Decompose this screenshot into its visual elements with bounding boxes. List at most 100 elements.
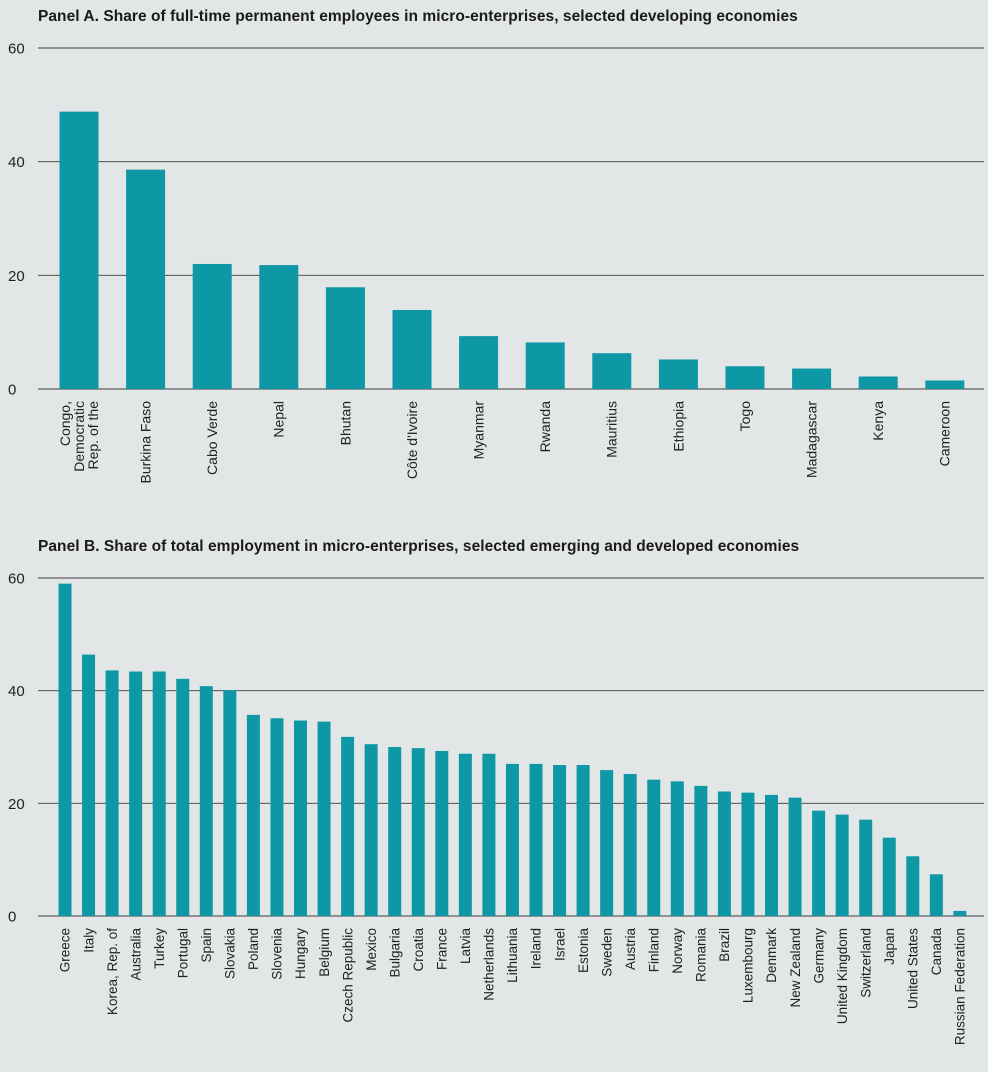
panel-a: Panel A. Share of full-time permanent em… [0,0,988,510]
panel-a-category-label: Côte d'Ivoire [404,401,420,479]
panel-b-category-label: Romania [694,928,709,983]
panel-b-bar [223,690,236,916]
panel-b-bar [765,795,778,916]
panel-b-category-label: Croatia [411,928,426,972]
panel-b-category-label: Netherlands [482,928,497,1001]
panel-b-category-label-line: Belgium [317,928,332,977]
panel-b-category-label: United States [906,928,921,1009]
panel-b-bar [82,655,95,916]
panel-b-bar [741,793,754,916]
panel-a-category-label-line: Ethiopia [670,401,686,452]
panel-b-category-label-line: Estonia [576,928,591,974]
panel-a-bar [326,287,365,389]
panel-b-category-label: Portugal [175,928,190,978]
panel-a-bar [459,336,498,389]
panel-b-category-label-line: Russian Federation [953,928,968,1045]
panel-b-bar [953,911,966,916]
panel-b-bar [883,838,896,916]
panel-b-bar [859,820,872,916]
panel-a-bar [792,369,831,389]
panel-a-category-label-line: Madagascar [804,401,820,478]
panel-b-bar [671,781,684,916]
panel-b-bar [553,765,566,916]
panel-b-category-label: Czech Republic [340,928,355,1023]
panel-b-category-label: Japan [882,928,897,965]
panel-b-category-label: Russian Federation [953,928,968,1045]
panel-b-category-label-line: Portugal [175,928,190,978]
panel-b-category-label-line: New Zealand [788,928,803,1008]
panel-b-category-label: Luxembourg [741,928,756,1003]
panel-a-category-label-line: Côte d'Ivoire [404,401,420,479]
panel-b-category-label: Ireland [529,928,544,969]
panel-b-bar [435,751,448,916]
panel-b-bar [459,754,472,916]
panel-b-bar [341,737,354,916]
panel-b-category-label-line: Sweden [599,928,614,977]
panel-b-category-label-line: Switzerland [858,928,873,998]
panel-b-category-label: Hungary [293,928,308,979]
panel-b-category-label: Poland [246,928,261,970]
panel-b-ytick-label: 0 [8,909,16,926]
panel-b-bar [577,765,590,916]
panel-a-bar [592,353,631,389]
panel-a-category-label: Kenya [870,401,886,441]
panel-a-ytick-label: 40 [8,154,25,171]
panel-b-category-label-line: Mexico [364,928,379,971]
panel-b-bar [365,744,378,916]
panel-b-category-label-line: Canada [929,928,944,976]
panel-b-category-label: Finland [646,928,661,972]
panel-a-bar [393,310,432,389]
panel-b-category-label: New Zealand [788,928,803,1008]
panel-a-ytick-label: 60 [8,41,25,58]
panel-b-bar [176,679,189,916]
panel-a-bar [526,342,565,389]
panel-b-category-label-line: Denmark [764,928,779,983]
panel-b-bar [836,815,849,916]
panel-b-category-label-line: Poland [246,928,261,970]
panel-b-category-label: Belgium [317,928,332,977]
panel-b-bar [789,798,802,916]
panel-b-bar [129,672,142,916]
panel-a-category-label-line: Cabo Verde [204,401,220,475]
panel-b-category-label: Bulgaria [387,928,402,978]
panel-a-ytick-label: 20 [8,268,25,285]
panel-b-bar [906,856,919,916]
panel-b-category-label: Korea, Rep. of [105,928,120,1015]
panel-b-category-label-line: Croatia [411,928,426,972]
panel-b-category-label-line: Norway [670,928,685,974]
panel-a-category-label: Nepal [271,401,287,438]
panel-b-category-label-line: Hungary [293,928,308,979]
panel-a-category-label: Madagascar [804,401,820,478]
panel-b-bar [270,718,283,916]
panel-b-bar [482,754,495,916]
panel-b: Panel B. Share of total employment in mi… [0,530,988,1072]
panel-b-category-label-line: Australia [128,928,143,981]
panel-b-category-label-line: Italy [81,928,96,953]
panel-b-category-label: Slovenia [270,928,285,980]
panel-a-category-label: Burkina Faso [138,401,154,484]
panel-b-category-label: Israel [552,928,567,961]
panel-a-category-label: Bhutan [337,401,353,445]
panel-b-category-label: Greece [58,928,73,972]
panel-b-category-label-line: Romania [694,928,709,983]
panel-b-category-label: Italy [81,928,96,953]
panel-b-category-label: Mexico [364,928,379,971]
panel-b-category-label-line: Netherlands [482,928,497,1001]
panel-b-bar [412,748,425,916]
panel-a-category-label-line: Myanmar [471,401,487,460]
panel-b-category-label: Lithuania [505,928,520,983]
panel-a-category-label-line: Kenya [870,401,886,441]
panel-a-category-label: Ethiopia [670,401,686,452]
panel-a-bar [259,265,298,389]
panel-a-category-label-line: Mauritius [604,401,620,458]
panel-b-bar [694,786,707,916]
panel-b-category-label-line: Korea, Rep. of [105,928,120,1015]
panel-a-category-label-line: Togo [737,401,753,432]
panel-b-category-label-line: Austria [623,928,638,971]
panel-a-category-label: Togo [737,401,753,432]
panel-b-category-label: Austria [623,928,638,971]
panel-b-category-label-line: Finland [646,928,661,972]
panel-b-ytick-label: 40 [8,683,25,700]
panel-b-bar [247,715,260,916]
panel-a-category-label-line: Nepal [271,401,287,438]
